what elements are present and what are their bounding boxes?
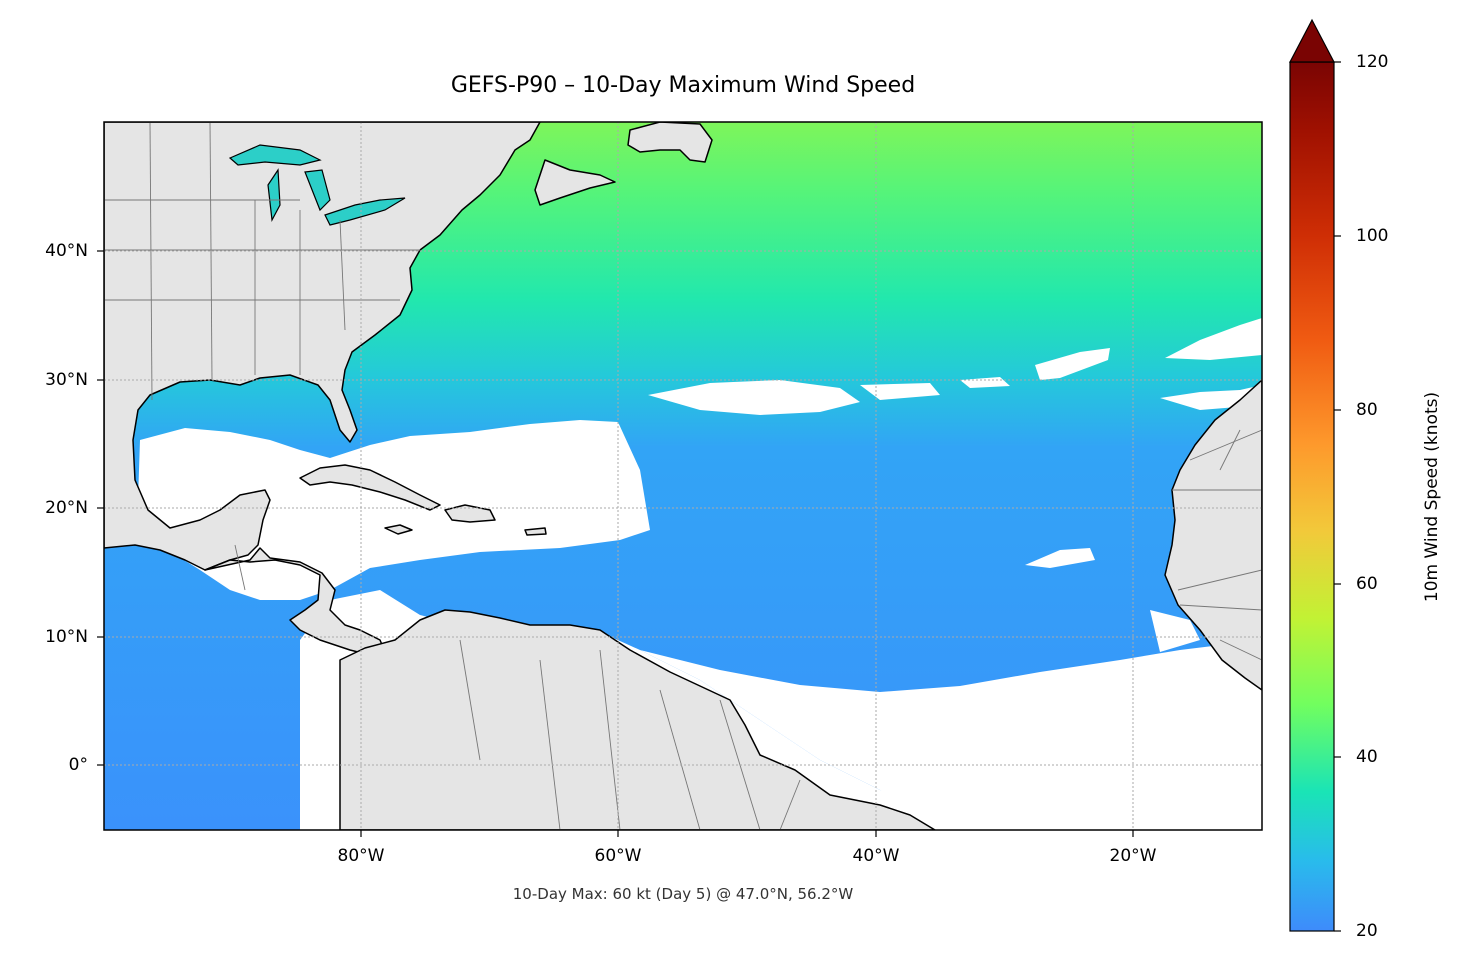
map-title: GEFS-P90 – 10-Day Maximum Wind Speed bbox=[450, 73, 916, 98]
newfoundland-land bbox=[627, 122, 713, 163]
gridlines bbox=[104, 122, 1262, 830]
lat-label-0: 0° bbox=[68, 755, 88, 775]
nova-scotia-land bbox=[534, 159, 616, 206]
colorbar-tick-60: 60 bbox=[1356, 574, 1378, 594]
puerto-rico-land bbox=[524, 527, 547, 536]
lon-label-80w: 80°W bbox=[337, 846, 385, 866]
south-america-land bbox=[339, 609, 936, 830]
great-lakes bbox=[228, 144, 406, 226]
colorbar-label: 10m Wind Speed (knots) bbox=[1422, 391, 1442, 603]
max-wind-footnote: 10-Day Max: 60 kt (Day 5) @ 47.0°N, 56.2… bbox=[512, 885, 854, 903]
lat-label-40n: 40°N bbox=[45, 241, 88, 261]
colorbar-tick-40: 40 bbox=[1356, 747, 1378, 767]
land-masses bbox=[104, 122, 1262, 830]
lat-tick-marks bbox=[97, 250, 104, 766]
colorbar-extend-arrow bbox=[1289, 18, 1335, 63]
lon-tick-marks bbox=[360, 830, 1134, 837]
north-america-land bbox=[104, 122, 541, 571]
africa-land bbox=[1164, 379, 1262, 691]
lon-label-40w: 40°W bbox=[852, 846, 900, 866]
state-boundaries bbox=[104, 122, 1262, 830]
colorbar-tick-20: 20 bbox=[1356, 921, 1378, 941]
hispaniola-land bbox=[444, 504, 496, 523]
colorbar-gradient bbox=[1289, 61, 1335, 932]
lat-label-20n: 20°N bbox=[45, 498, 88, 518]
colorbar bbox=[1289, 18, 1341, 932]
cuba-land bbox=[299, 464, 441, 511]
lon-label-20w: 20°W bbox=[1109, 846, 1157, 866]
lat-label-30n: 30°N bbox=[45, 370, 88, 390]
colorbar-tick-80: 80 bbox=[1356, 400, 1378, 420]
colorbar-tick-120: 120 bbox=[1356, 52, 1389, 72]
jamaica-land bbox=[384, 524, 413, 535]
colorbar-tick-100: 100 bbox=[1356, 226, 1389, 246]
map-frame bbox=[103, 121, 1263, 831]
lat-label-10n: 10°N bbox=[45, 627, 88, 647]
lon-label-60w: 60°W bbox=[594, 846, 642, 866]
